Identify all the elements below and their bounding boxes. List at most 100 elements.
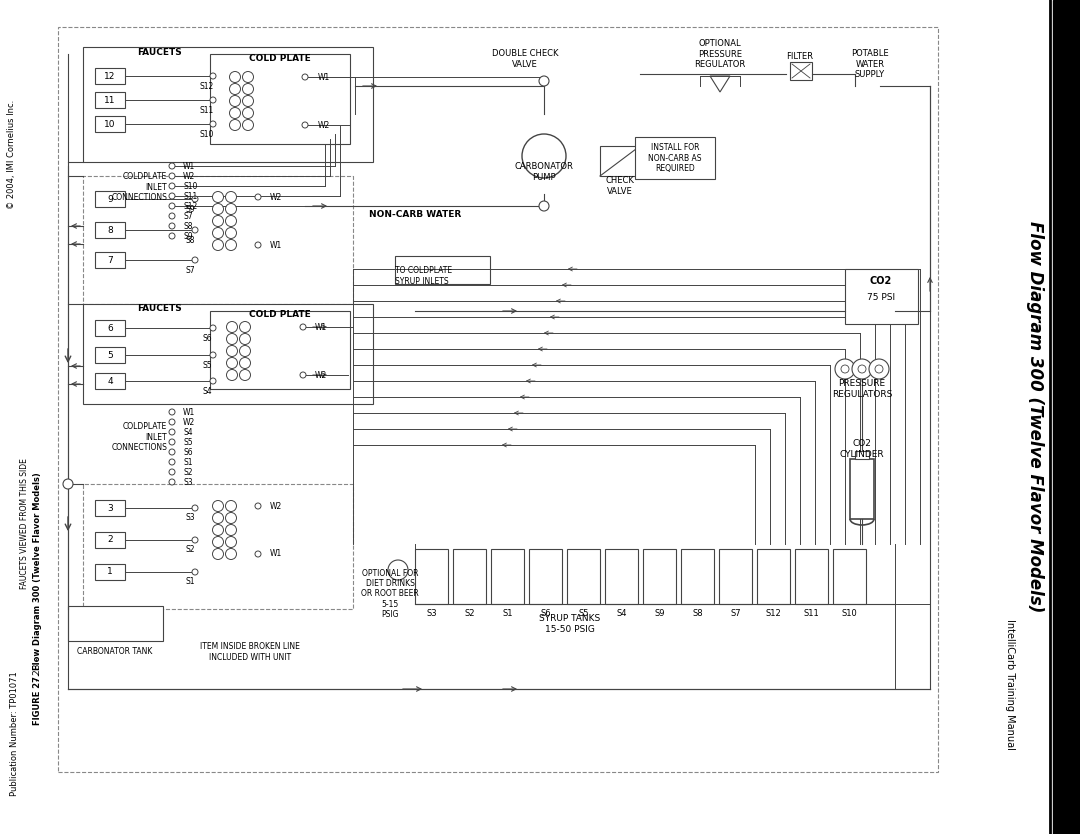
- Circle shape: [210, 97, 216, 103]
- Circle shape: [168, 429, 175, 435]
- Text: CARBONATOR
PUMP: CARBONATOR PUMP: [514, 163, 573, 182]
- Text: 10: 10: [105, 119, 116, 128]
- Bar: [491, 549, 524, 604]
- Circle shape: [168, 449, 175, 455]
- Circle shape: [300, 324, 306, 330]
- Circle shape: [168, 223, 175, 229]
- Circle shape: [229, 96, 241, 107]
- Bar: [833, 549, 866, 604]
- Circle shape: [168, 469, 175, 475]
- Text: COLD PLATE: COLD PLATE: [249, 309, 311, 319]
- Circle shape: [229, 119, 241, 130]
- Bar: [681, 549, 714, 604]
- Text: W2: W2: [183, 418, 195, 426]
- Text: 11: 11: [105, 96, 116, 104]
- Text: S12: S12: [766, 609, 781, 617]
- Text: CO2: CO2: [869, 276, 892, 286]
- Text: W1: W1: [183, 162, 195, 170]
- Bar: [95, 191, 125, 207]
- Text: S8: S8: [183, 222, 192, 230]
- Text: W2: W2: [270, 193, 282, 202]
- Circle shape: [213, 549, 224, 560]
- Text: S2: S2: [186, 545, 194, 555]
- Text: S7: S7: [185, 265, 194, 274]
- Bar: [83, 47, 373, 162]
- Bar: [83, 484, 353, 609]
- Bar: [415, 549, 448, 604]
- Text: CO2
CYLINDER: CO2 CYLINDER: [839, 440, 885, 459]
- Circle shape: [168, 479, 175, 485]
- Circle shape: [227, 369, 238, 380]
- Text: S10: S10: [183, 182, 198, 190]
- Text: S9: S9: [183, 232, 192, 240]
- Circle shape: [302, 122, 308, 128]
- Text: CHECK
VALVE: CHECK VALVE: [606, 176, 634, 196]
- Bar: [58, 27, 939, 772]
- Circle shape: [243, 72, 254, 83]
- Bar: [68, 606, 163, 641]
- Bar: [635, 137, 715, 179]
- Text: S5: S5: [578, 609, 589, 617]
- Bar: [95, 252, 125, 268]
- Text: S10: S10: [841, 609, 858, 617]
- Circle shape: [213, 192, 224, 203]
- Circle shape: [210, 378, 216, 384]
- Text: S10: S10: [200, 129, 214, 138]
- Bar: [855, 451, 869, 459]
- Circle shape: [226, 215, 237, 227]
- Bar: [95, 68, 125, 84]
- Text: ITEM INSIDE BROKEN LINE
INCLUDED WITH UNIT: ITEM INSIDE BROKEN LINE INCLUDED WITH UN…: [200, 642, 300, 661]
- Text: 7: 7: [107, 255, 113, 264]
- Text: S4: S4: [617, 609, 626, 617]
- Text: FILTER: FILTER: [786, 52, 813, 61]
- Bar: [83, 304, 373, 404]
- Text: FAUCETS VIEWED FROM THIS SIDE: FAUCETS VIEWED FROM THIS SIDE: [21, 459, 29, 590]
- Text: W1: W1: [315, 323, 327, 331]
- Circle shape: [226, 239, 237, 250]
- Text: FAUCETS: FAUCETS: [137, 304, 181, 313]
- Circle shape: [302, 74, 308, 80]
- Text: Publication Number: TP01071: Publication Number: TP01071: [11, 671, 19, 796]
- Circle shape: [858, 365, 866, 373]
- Text: S12: S12: [183, 202, 198, 210]
- Text: FIGURE 27. Flow Diagram 300 (Twelve Flavor Models): FIGURE 27. Flow Diagram 300 (Twelve Flav…: [33, 473, 42, 726]
- Circle shape: [168, 213, 175, 219]
- Text: S3: S3: [183, 478, 192, 486]
- Text: S7: S7: [730, 609, 741, 617]
- Text: 2: 2: [107, 535, 112, 545]
- Text: 75 PSI: 75 PSI: [867, 293, 895, 302]
- Text: 1: 1: [107, 567, 113, 576]
- Text: S11: S11: [804, 609, 820, 617]
- Circle shape: [168, 409, 175, 415]
- Bar: [83, 176, 353, 304]
- Circle shape: [852, 359, 872, 379]
- Text: PRESSURE
REGULATORS: PRESSURE REGULATORS: [832, 379, 892, 399]
- Text: W1: W1: [270, 550, 282, 559]
- Circle shape: [240, 345, 251, 356]
- Text: OPTIONAL
PRESSURE
REGULATOR: OPTIONAL PRESSURE REGULATOR: [694, 39, 745, 69]
- Text: S5: S5: [183, 438, 192, 446]
- Circle shape: [229, 72, 241, 83]
- Text: COLDPLATE
INLET
CONNECTIONS: COLDPLATE INLET CONNECTIONS: [111, 422, 167, 452]
- Circle shape: [213, 203, 224, 214]
- Bar: [95, 347, 125, 363]
- Bar: [95, 373, 125, 389]
- Text: S3: S3: [185, 514, 194, 522]
- Text: 12: 12: [105, 72, 116, 81]
- Bar: [453, 549, 486, 604]
- Circle shape: [210, 121, 216, 127]
- Text: S3: S3: [427, 609, 436, 617]
- Text: SYRUP TANKS
15-50 PSIG: SYRUP TANKS 15-50 PSIG: [539, 615, 600, 634]
- Text: FAUCETS: FAUCETS: [137, 48, 181, 57]
- Circle shape: [213, 525, 224, 535]
- Circle shape: [300, 372, 306, 378]
- Text: W1: W1: [318, 73, 330, 82]
- Circle shape: [227, 358, 238, 369]
- Circle shape: [213, 215, 224, 227]
- Bar: [95, 222, 125, 238]
- Circle shape: [255, 242, 261, 248]
- Text: S9: S9: [654, 609, 665, 617]
- Bar: [210, 311, 350, 389]
- Circle shape: [192, 196, 198, 202]
- Circle shape: [213, 228, 224, 239]
